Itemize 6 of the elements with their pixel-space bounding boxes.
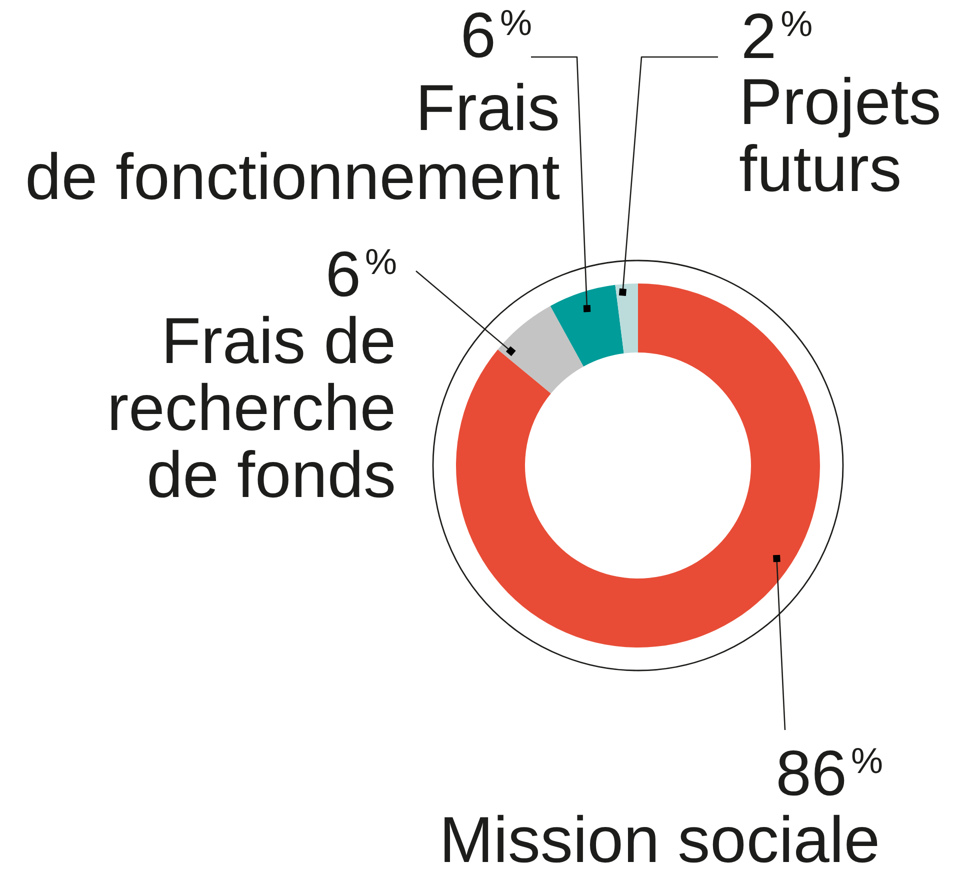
slice-label: Frais de fonctionnement bbox=[25, 71, 560, 213]
data-label: 6$^{%}$ bbox=[460, 0, 532, 71]
donut-slice bbox=[456, 284, 820, 648]
donut-slice bbox=[550, 284, 624, 366]
donut-slice bbox=[498, 306, 584, 394]
donut-slice bbox=[615, 284, 638, 354]
